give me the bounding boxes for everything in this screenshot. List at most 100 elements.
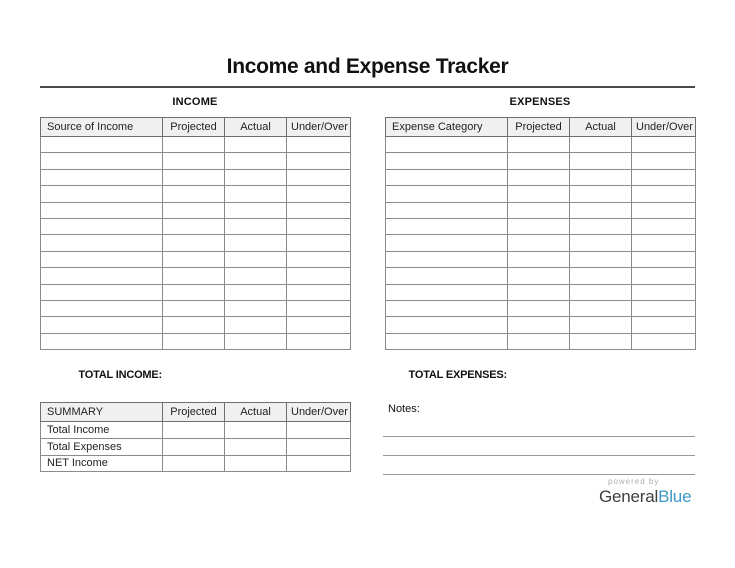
empty-cell[interactable] [286, 283, 351, 301]
empty-cell[interactable] [385, 283, 508, 301]
empty-cell[interactable] [162, 454, 225, 473]
empty-cell[interactable] [40, 234, 163, 252]
empty-cell[interactable] [40, 152, 163, 170]
empty-cell[interactable] [569, 299, 632, 318]
empty-cell[interactable] [224, 283, 287, 301]
empty-cell[interactable] [385, 316, 508, 334]
empty-cell[interactable] [286, 299, 351, 318]
empty-cell[interactable] [286, 250, 351, 269]
empty-cell[interactable] [162, 299, 225, 318]
empty-cell[interactable] [224, 421, 287, 439]
empty-cell[interactable] [286, 135, 351, 154]
empty-cell[interactable] [40, 201, 163, 219]
empty-cell[interactable] [286, 332, 351, 351]
empty-cell[interactable] [569, 168, 632, 187]
empty-cell[interactable] [40, 283, 163, 301]
empty-cell[interactable] [507, 201, 570, 219]
empty-cell[interactable] [286, 437, 351, 456]
empty-cell[interactable] [224, 168, 287, 187]
empty-cell[interactable] [224, 135, 287, 154]
empty-cell[interactable] [224, 152, 287, 170]
empty-cell[interactable] [286, 316, 351, 334]
empty-cell[interactable] [286, 201, 351, 219]
empty-cell[interactable] [385, 201, 508, 219]
empty-cell[interactable] [162, 332, 225, 351]
empty-cell[interactable] [569, 234, 632, 252]
empty-cell[interactable] [569, 332, 632, 351]
empty-cell[interactable] [631, 168, 696, 187]
empty-cell[interactable] [631, 135, 696, 154]
empty-cell[interactable] [569, 135, 632, 154]
empty-cell[interactable] [569, 201, 632, 219]
empty-cell[interactable] [40, 332, 163, 351]
empty-cell[interactable] [162, 250, 225, 269]
empty-cell[interactable] [162, 234, 225, 252]
empty-cell[interactable] [385, 168, 508, 187]
empty-cell[interactable] [162, 267, 225, 285]
empty-cell[interactable] [631, 234, 696, 252]
empty-cell[interactable] [507, 250, 570, 269]
notes-line[interactable] [383, 456, 695, 475]
empty-cell[interactable] [569, 217, 632, 236]
empty-cell[interactable] [507, 316, 570, 334]
empty-cell[interactable] [40, 316, 163, 334]
empty-cell[interactable] [224, 234, 287, 252]
empty-cell[interactable] [286, 454, 351, 473]
empty-cell[interactable] [162, 217, 225, 236]
empty-cell[interactable] [385, 135, 508, 154]
empty-cell[interactable] [385, 332, 508, 351]
empty-cell[interactable] [385, 152, 508, 170]
empty-cell[interactable] [40, 267, 163, 285]
empty-cell[interactable] [162, 283, 225, 301]
empty-cell[interactable] [162, 135, 225, 154]
empty-cell[interactable] [507, 135, 570, 154]
empty-cell[interactable] [507, 283, 570, 301]
empty-cell[interactable] [631, 267, 696, 285]
empty-cell[interactable] [286, 168, 351, 187]
empty-cell[interactable] [507, 267, 570, 285]
empty-cell[interactable] [224, 201, 287, 219]
empty-cell[interactable] [224, 267, 287, 285]
empty-cell[interactable] [40, 250, 163, 269]
empty-cell[interactable] [224, 217, 287, 236]
empty-cell[interactable] [385, 299, 508, 318]
empty-cell[interactable] [569, 283, 632, 301]
empty-cell[interactable] [631, 201, 696, 219]
empty-cell[interactable] [631, 316, 696, 334]
notes-line[interactable] [383, 418, 695, 437]
empty-cell[interactable] [631, 283, 696, 301]
empty-cell[interactable] [631, 250, 696, 269]
empty-cell[interactable] [631, 332, 696, 351]
empty-cell[interactable] [224, 454, 287, 473]
empty-cell[interactable] [385, 217, 508, 236]
empty-cell[interactable] [224, 332, 287, 351]
empty-cell[interactable] [385, 185, 508, 203]
empty-cell[interactable] [286, 421, 351, 439]
empty-cell[interactable] [286, 152, 351, 170]
empty-cell[interactable] [569, 267, 632, 285]
empty-cell[interactable] [385, 267, 508, 285]
empty-cell[interactable] [385, 234, 508, 252]
empty-cell[interactable] [162, 185, 225, 203]
empty-cell[interactable] [631, 152, 696, 170]
empty-cell[interactable] [569, 250, 632, 269]
empty-cell[interactable] [569, 152, 632, 170]
empty-cell[interactable] [162, 168, 225, 187]
empty-cell[interactable] [162, 421, 225, 439]
empty-cell[interactable] [40, 299, 163, 318]
empty-cell[interactable] [162, 201, 225, 219]
empty-cell[interactable] [507, 332, 570, 351]
empty-cell[interactable] [569, 185, 632, 203]
empty-cell[interactable] [40, 217, 163, 236]
empty-cell[interactable] [162, 316, 225, 334]
notes-line[interactable] [383, 437, 695, 456]
empty-cell[interactable] [40, 185, 163, 203]
empty-cell[interactable] [631, 299, 696, 318]
empty-cell[interactable] [286, 267, 351, 285]
empty-cell[interactable] [224, 316, 287, 334]
empty-cell[interactable] [224, 185, 287, 203]
empty-cell[interactable] [507, 299, 570, 318]
empty-cell[interactable] [40, 168, 163, 187]
empty-cell[interactable] [507, 217, 570, 236]
empty-cell[interactable] [286, 185, 351, 203]
